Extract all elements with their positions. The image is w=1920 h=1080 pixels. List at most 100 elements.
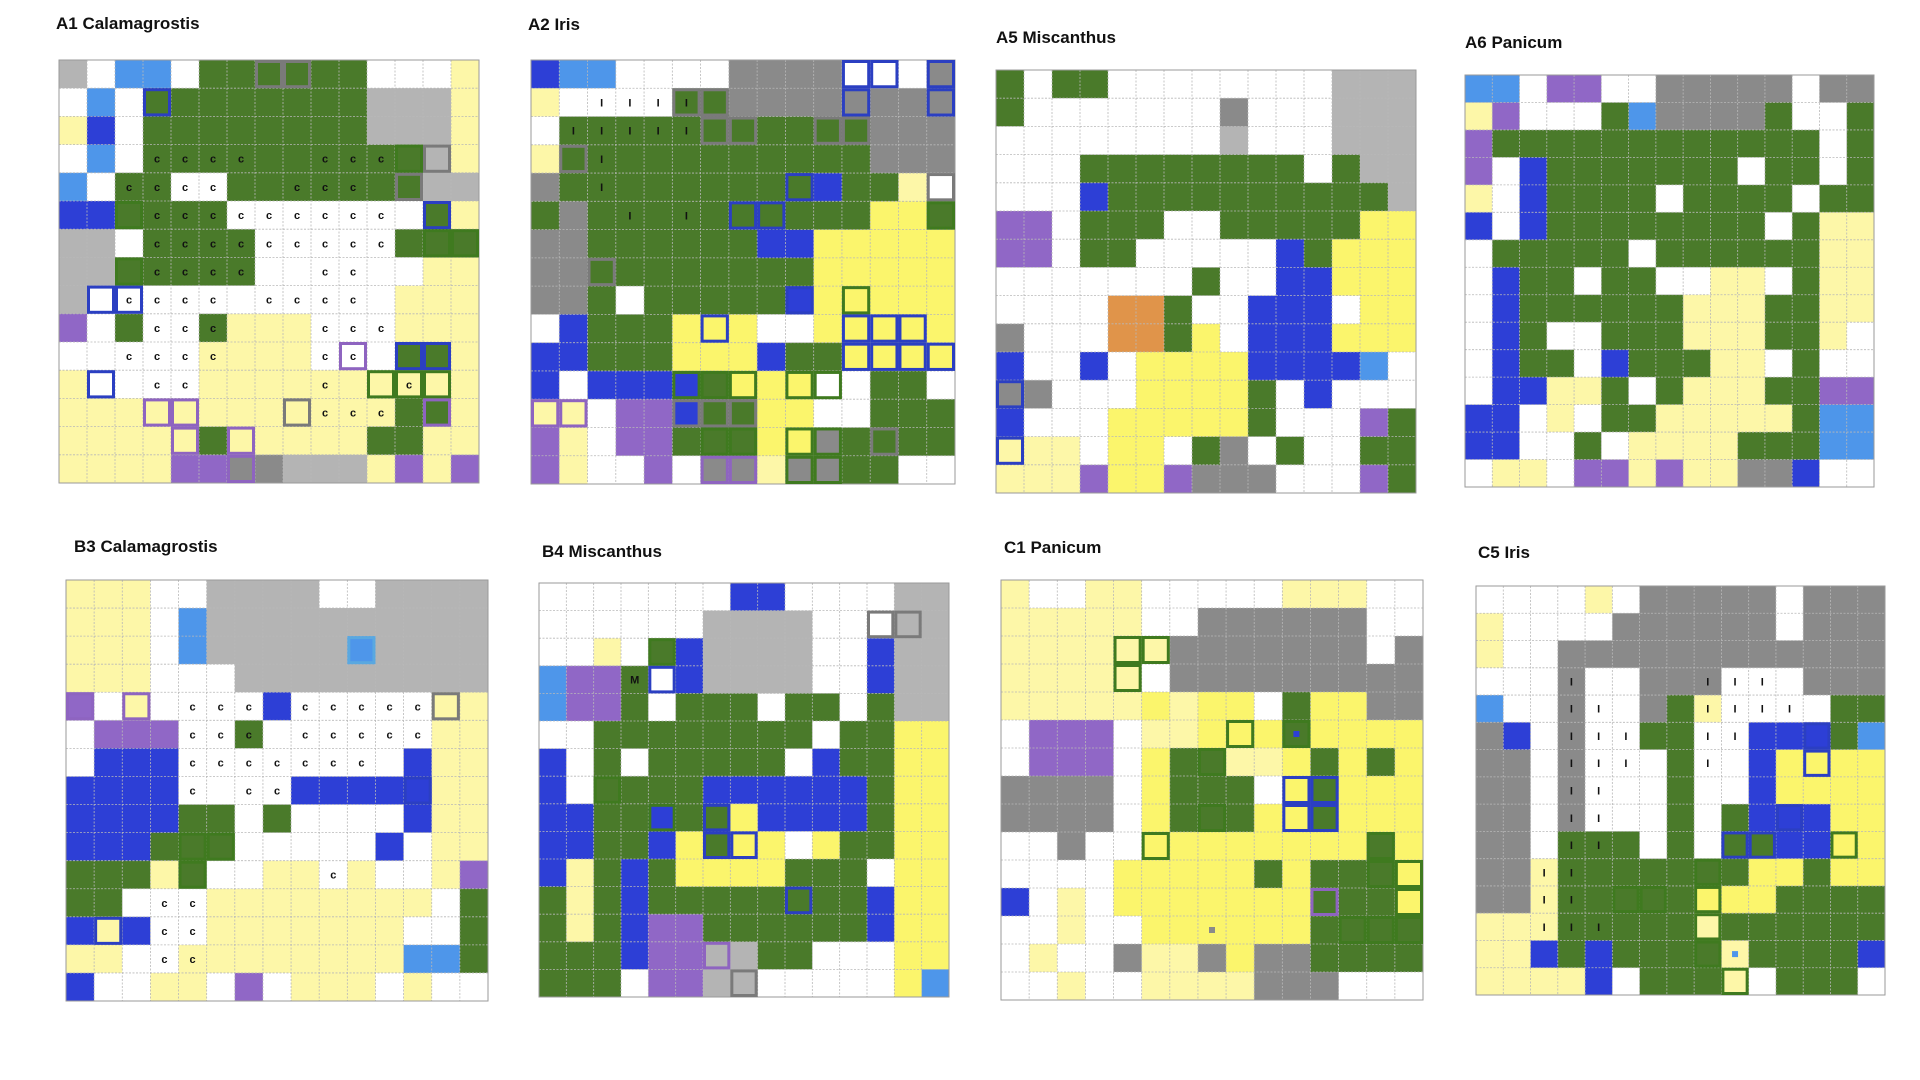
grid-cell: [1141, 608, 1171, 637]
grid-cell: [255, 60, 284, 89]
grid-cell: [593, 665, 622, 694]
grid-cell: [648, 693, 677, 722]
grid-cell: [728, 257, 758, 287]
grid-cell: [451, 454, 480, 484]
grid-cell: [311, 370, 340, 399]
outlined-quadrat: [841, 60, 871, 89]
grid-cell: [1136, 380, 1165, 409]
grid-cell: [1366, 608, 1396, 637]
grid-cell: [1310, 608, 1339, 637]
grid-cell: [459, 944, 489, 974]
grid-cell: [1192, 211, 1221, 240]
grid-cell: [395, 313, 424, 343]
grid-cell: [1639, 749, 1668, 778]
grid-cell: [1310, 888, 1339, 917]
grid-cell: [1803, 885, 1831, 914]
grid-cell: [367, 144, 396, 174]
grid-cell: [1503, 804, 1531, 832]
grid-cell: [1254, 972, 1283, 1001]
grid-cell: [66, 636, 95, 665]
grid-cell: [1169, 972, 1199, 1001]
grid-cell: [1360, 295, 1389, 325]
grid-cell: [1394, 776, 1424, 805]
grid-cell: [1248, 352, 1277, 381]
grid-cell: [728, 229, 758, 259]
grid-cell: [311, 172, 340, 202]
grid-cell: [262, 636, 292, 665]
grid-cell: [1394, 748, 1424, 777]
grid-cell: [785, 144, 815, 174]
grid-cell: [1226, 720, 1255, 749]
grid-cell: [1052, 154, 1081, 184]
grid-cell: [1557, 940, 1586, 969]
grid-cell: [367, 370, 396, 399]
grid-cell: [1764, 432, 1793, 460]
grid-cell: [1304, 98, 1333, 127]
grid-cell: [757, 88, 786, 117]
grid-cell: [1546, 102, 1575, 131]
grid-cell: [1332, 70, 1361, 99]
outlined-quadrat: [1113, 664, 1142, 692]
grid-cell: [1737, 267, 1766, 296]
grid-cell: [539, 721, 567, 749]
grid-cell: [539, 803, 567, 832]
grid-cell: [459, 608, 489, 637]
grid-cell: [395, 342, 424, 371]
grid-cell: [621, 803, 649, 832]
grid-cell: [1024, 267, 1053, 296]
grid-cell: [1764, 377, 1793, 405]
grid-cell: [1220, 182, 1249, 212]
grid-cell: [1465, 102, 1493, 131]
grid-cell: [615, 116, 645, 146]
grid-cell: [1080, 154, 1109, 184]
grid-cell: [648, 665, 677, 694]
grid-cell: [423, 370, 452, 399]
grid-cell: [675, 748, 704, 777]
grid-cell: [1803, 858, 1831, 887]
grid-cell: [1108, 352, 1137, 381]
grid-cell: [785, 748, 813, 777]
grid-cell: [1310, 664, 1339, 693]
grid-cell: [227, 88, 256, 117]
grid-cell: [1332, 295, 1361, 325]
grid-cell: [319, 944, 348, 974]
grid-cell: [757, 116, 786, 146]
grid-cell: [291, 888, 320, 918]
grid-cell: [1546, 432, 1575, 460]
grid-cell: [898, 173, 928, 202]
grid-cell: [1546, 267, 1575, 296]
grid-cell: [1830, 967, 1859, 996]
grid-cell: [1141, 804, 1171, 833]
grid-cell: [700, 144, 730, 174]
outlined-quadrat: [785, 370, 814, 400]
plot-title-b4: B4 Miscanthus: [542, 542, 662, 561]
plot-grid-b3: c c c c c c c cc c c c c c c cc c c c c c cc c ccc cc cc c: [65, 579, 489, 1002]
grid-cell: [1792, 239, 1820, 268]
cell-label: c: [182, 379, 188, 391]
grid-cell: [1001, 832, 1030, 861]
grid-cell: [115, 342, 144, 371]
plot-border: [538, 582, 950, 998]
grid-cell: [1310, 580, 1339, 609]
grid-cell: [1197, 804, 1227, 833]
grid-cell: [1830, 858, 1859, 887]
grid-cell: [870, 314, 899, 344]
grid-cell: [1304, 211, 1333, 240]
grid-cell: [1029, 692, 1058, 721]
grid-cell: [423, 285, 452, 315]
grid-cell: [451, 172, 480, 202]
grid-cell: [812, 941, 841, 970]
grid-cell: [1710, 349, 1739, 378]
grid-cell: [1248, 464, 1277, 494]
grid-cell: [1764, 294, 1793, 323]
grid-cell: [1169, 636, 1199, 665]
outlined-quadrat: [115, 257, 143, 286]
grid-cell: [1503, 831, 1531, 860]
grid-cell: [1338, 636, 1368, 665]
cell-label: c: [322, 182, 328, 194]
grid-cell: [1666, 967, 1695, 996]
grid-cell: [347, 916, 376, 946]
grid-cell: [1748, 967, 1777, 996]
grid-cell: [1192, 295, 1221, 325]
grid-cell: [566, 803, 595, 832]
